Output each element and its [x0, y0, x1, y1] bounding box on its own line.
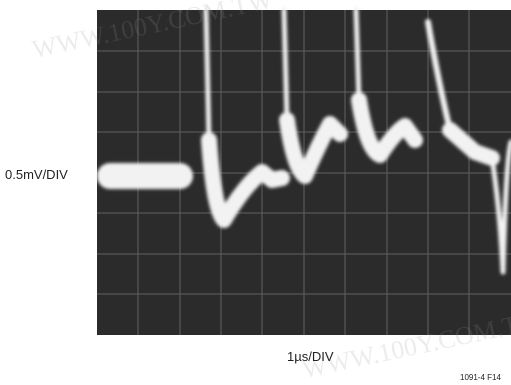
- figure-id: 1091-4 F14: [460, 373, 501, 382]
- x-scale-label: 1µs/DIV: [287, 349, 334, 364]
- y-scale-label: 0.5mV/DIV: [5, 167, 68, 182]
- trace: [97, 7, 511, 275]
